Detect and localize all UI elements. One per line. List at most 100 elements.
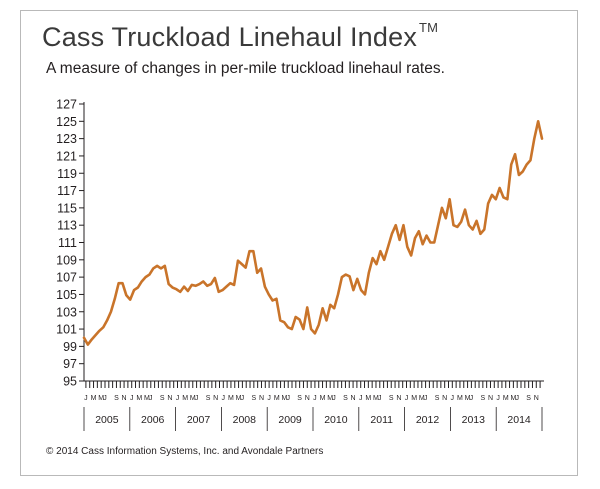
x-month-label: M — [91, 395, 97, 402]
chart-title-text: Cass Truckload Linehaul Index — [42, 22, 418, 52]
x-month-label: N — [122, 395, 127, 402]
data-point — [191, 284, 193, 286]
x-month-label: N — [351, 395, 356, 402]
data-point — [437, 224, 439, 226]
data-point — [322, 307, 324, 309]
data-point — [406, 246, 408, 248]
x-month-label: S — [297, 395, 302, 402]
data-point — [345, 273, 347, 275]
x-month-label: J — [267, 395, 271, 402]
data-point — [225, 286, 227, 288]
data-point — [433, 241, 435, 243]
x-month-label: M — [465, 395, 471, 402]
data-point — [529, 159, 531, 161]
x-month-label: M — [510, 395, 516, 402]
data-point — [198, 283, 200, 285]
data-point — [248, 250, 250, 252]
chart-subtitle: A measure of changes in per-mile trucklo… — [46, 60, 445, 77]
data-point — [202, 280, 204, 282]
data-point — [141, 280, 143, 282]
data-point — [260, 267, 262, 269]
y-tick-label: 117 — [57, 184, 77, 198]
x-month-label: M — [419, 395, 425, 402]
x-month-label: J — [84, 395, 88, 402]
x-month-label: M — [365, 395, 371, 402]
x-year-label: 2010 — [324, 414, 348, 426]
data-point — [472, 228, 474, 230]
trademark-mark: TM — [419, 20, 439, 35]
data-point — [356, 278, 358, 280]
data-point — [183, 286, 185, 288]
y-tick-label: 113 — [57, 219, 77, 233]
data-point — [94, 334, 96, 336]
data-point — [214, 277, 216, 279]
data-point — [237, 260, 239, 262]
x-year-label: 2007 — [187, 414, 211, 426]
data-point — [298, 318, 300, 320]
data-point — [245, 267, 247, 269]
x-month-label: M — [190, 395, 196, 402]
data-point — [252, 250, 254, 252]
data-point — [310, 328, 312, 330]
data-point — [522, 170, 524, 172]
x-month-label: M — [320, 395, 326, 402]
data-point — [287, 326, 289, 328]
data-point — [195, 285, 197, 287]
data-point — [187, 290, 189, 292]
x-month-label: N — [396, 395, 401, 402]
data-point — [464, 209, 466, 211]
data-point — [499, 187, 501, 189]
y-tick-label: 119 — [57, 167, 77, 181]
x-month-label: M — [327, 395, 333, 402]
y-tick-label: 127 — [56, 98, 77, 112]
data-point — [283, 321, 285, 323]
data-point — [102, 326, 104, 328]
data-point — [229, 282, 231, 284]
data-point — [506, 198, 508, 200]
data-point — [391, 233, 393, 235]
x-month-label: J — [149, 395, 153, 402]
data-point — [383, 259, 385, 261]
x-year-label: 2014 — [507, 414, 531, 426]
data-point — [514, 153, 516, 155]
data-point — [537, 120, 539, 122]
chart-frame — [20, 10, 578, 476]
x-month-label: J — [378, 395, 382, 402]
y-tick-label: 123 — [56, 132, 77, 146]
y-tick-label: 99 — [63, 340, 77, 354]
data-point — [118, 282, 120, 284]
x-month-label: M — [411, 395, 417, 402]
x-month-label: J — [103, 395, 107, 402]
data-point — [314, 332, 316, 334]
x-year-label: 2013 — [462, 414, 486, 426]
data-point — [175, 288, 177, 290]
data-point — [295, 316, 297, 318]
data-point — [210, 283, 212, 285]
x-month-label: M — [182, 395, 188, 402]
y-tick-label: 95 — [63, 375, 77, 389]
data-point — [171, 286, 173, 288]
data-point — [144, 276, 146, 278]
data-point — [410, 254, 412, 256]
data-point — [379, 250, 381, 252]
x-year-label: 2006 — [141, 414, 165, 426]
data-point — [129, 299, 131, 301]
x-month-label: S — [252, 395, 257, 402]
x-month-label: J — [241, 395, 245, 402]
data-point — [164, 265, 166, 267]
data-point — [275, 298, 277, 300]
data-point — [429, 241, 431, 243]
x-month-label: J — [424, 395, 428, 402]
x-year-label: 2011 — [370, 414, 393, 426]
chart-title: Cass Truckload Linehaul Index TM — [42, 20, 438, 53]
data-point — [402, 224, 404, 226]
data-point — [106, 319, 108, 321]
y-tick-label: 125 — [56, 115, 77, 129]
x-month-label: J — [496, 395, 500, 402]
data-point — [221, 289, 223, 291]
y-tick-label: 105 — [56, 288, 77, 302]
x-month-label: N — [213, 395, 218, 402]
x-month-label: J — [470, 395, 474, 402]
x-month-label: N — [442, 395, 447, 402]
x-month-label: J — [313, 395, 317, 402]
